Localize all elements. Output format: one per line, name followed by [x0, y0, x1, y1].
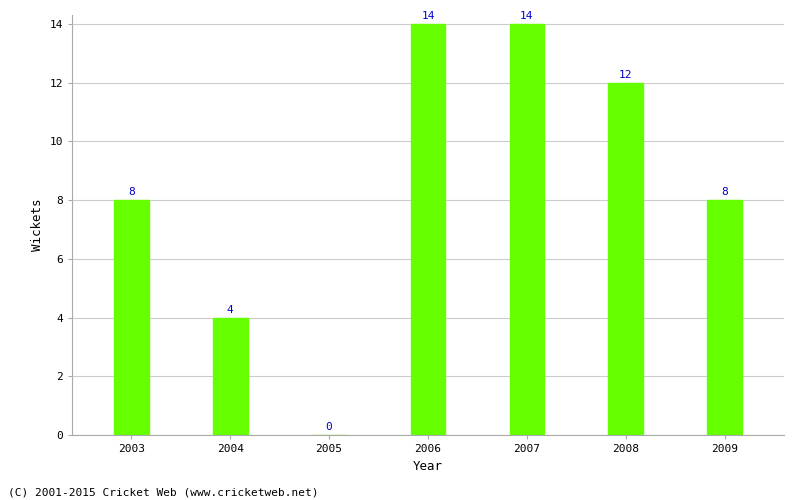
Text: 0: 0 [326, 422, 333, 432]
Bar [707, 200, 742, 435]
Bar [114, 200, 149, 435]
Text: 14: 14 [520, 11, 534, 21]
Text: 4: 4 [227, 304, 234, 314]
Y-axis label: Wickets: Wickets [31, 198, 44, 251]
Bar [510, 24, 544, 435]
Bar [410, 24, 446, 435]
Bar [609, 82, 643, 435]
Text: 12: 12 [619, 70, 633, 80]
Text: (C) 2001-2015 Cricket Web (www.cricketweb.net): (C) 2001-2015 Cricket Web (www.cricketwe… [8, 488, 318, 498]
Bar [213, 318, 247, 435]
Text: 8: 8 [722, 187, 728, 197]
Text: 8: 8 [128, 187, 134, 197]
Text: 14: 14 [422, 11, 434, 21]
X-axis label: Year: Year [413, 460, 443, 472]
